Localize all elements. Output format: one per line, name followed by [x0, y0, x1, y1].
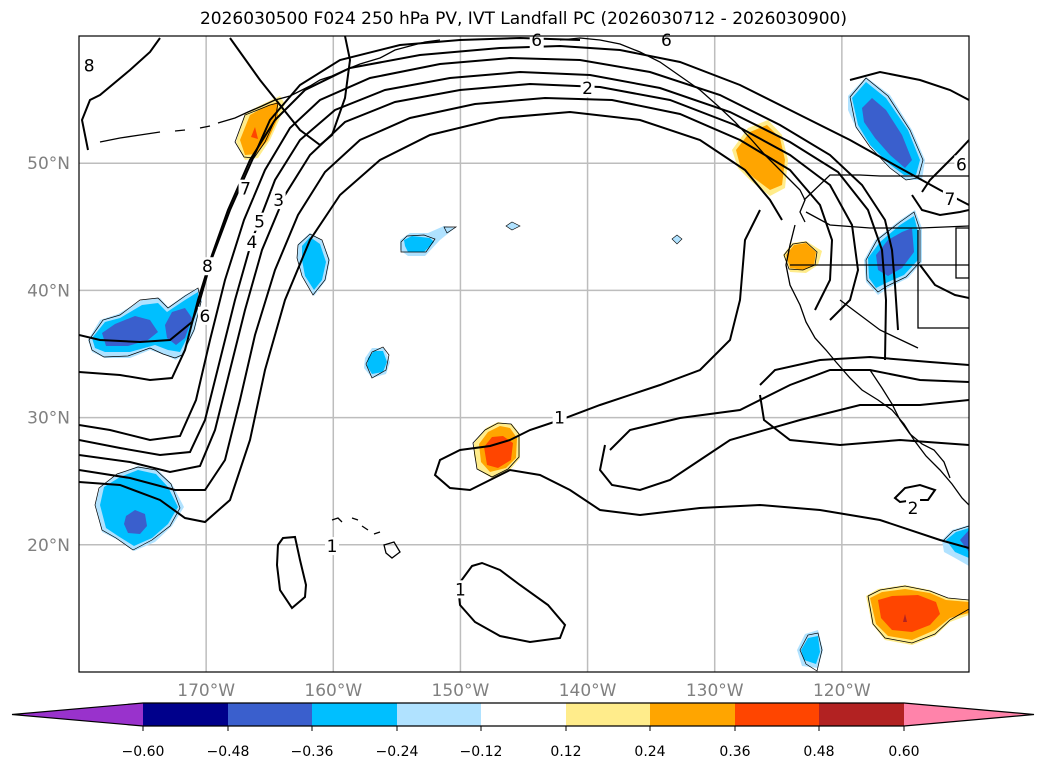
- lat-tick-label: 30°N: [27, 409, 70, 429]
- lon-tick-label: 120°W: [813, 681, 871, 701]
- shade-southeast-positive: [866, 585, 969, 645]
- contour-label: 3: [273, 191, 284, 211]
- contour-label-bg: [954, 155, 969, 174]
- coastlines: [99, 37, 969, 559]
- colorbar-segment: [481, 703, 566, 726]
- colorbar-segment: [566, 703, 650, 726]
- contour-label-bg: [252, 212, 267, 231]
- gridlines: [79, 36, 969, 672]
- contour-label-bg: [942, 189, 957, 208]
- contour-label: 1: [554, 409, 565, 429]
- contour-label: 2: [582, 79, 593, 99]
- colorbar-tick-label: −0.48: [207, 744, 250, 760]
- contour-label: 2: [908, 499, 919, 519]
- contour-label: 7: [945, 190, 956, 210]
- lon-tick-label: 160°W: [304, 681, 362, 701]
- contour-label-bg: [906, 498, 921, 517]
- contour-label: 6: [199, 307, 210, 327]
- contour-label-bg: [238, 179, 253, 198]
- colorbar-tick-label: 0.60: [888, 744, 919, 760]
- contour-label: 6: [531, 31, 542, 51]
- colorbar-segment: [397, 703, 481, 726]
- contour-label-bg: [529, 30, 544, 49]
- shade-central-negative-3: [364, 346, 390, 379]
- shade-central-negative-2: [400, 226, 458, 256]
- contour-label: 6: [956, 155, 967, 175]
- lon-tick-label: 140°W: [559, 681, 617, 701]
- colorbar-segment: [735, 703, 819, 726]
- contour-label: 7: [240, 180, 251, 200]
- colorbar-tick-label: −0.60: [122, 744, 165, 760]
- contour-label-bg: [453, 580, 468, 599]
- contour-label-bg: [197, 306, 212, 325]
- contour-label: 4: [247, 233, 258, 253]
- shade-subtropical-positive: [472, 422, 520, 478]
- colorbar-segment: [143, 703, 228, 726]
- contour-label-bg: [659, 30, 674, 49]
- lon-tick-label: 150°W: [432, 681, 490, 701]
- lon-tick-label: 130°W: [686, 681, 744, 701]
- colorbar-segment: [228, 703, 312, 726]
- colorbar-tick-label: 0.48: [803, 744, 834, 760]
- contour-label: 5: [254, 213, 265, 233]
- contour-label-bg: [271, 191, 286, 210]
- contour-label-bg: [200, 257, 215, 276]
- contour-label: 8: [84, 56, 95, 76]
- colorbar-extend-min: [12, 703, 143, 726]
- contour-label-bg: [82, 56, 97, 75]
- lon-labels: 170°W 160°W 150°W 140°W 130°W 120°W: [177, 681, 871, 701]
- shade-central-negative-1: [296, 233, 330, 296]
- colorbar: −0.60 −0.48 −0.36 −0.24 −0.12 0.12 0.24 0.36 0.4…: [11, 702, 1035, 760]
- colorbar-tick-label: −0.12: [460, 744, 503, 760]
- colorbar-tick-label: 0.12: [550, 744, 581, 760]
- contour-label-bg: [325, 537, 340, 556]
- contour-label: 1: [455, 580, 466, 600]
- colorbar-tick-label: 0.24: [634, 744, 665, 760]
- shade-pnw-coast-positive: [732, 120, 788, 196]
- lat-labels: 50°N 40°N 30°N 20°N: [27, 154, 70, 556]
- shade-interior-bc-negative: [848, 77, 925, 181]
- shade-south-negative: [797, 630, 823, 672]
- contour-label: 1: [327, 537, 338, 557]
- pv-contours: [79, 36, 969, 644]
- shade-west-negative-north: [88, 287, 202, 360]
- pv-shading: [88, 77, 969, 672]
- shade-small-negatives: [505, 221, 683, 245]
- colorbar-segment: [312, 703, 397, 726]
- colorbar-tick-label: −0.36: [291, 744, 334, 760]
- colorbar-tick-label: 0.36: [719, 744, 750, 760]
- lat-tick-label: 40°N: [27, 281, 70, 301]
- contour-label: 8: [202, 257, 213, 277]
- shade-california-positive: [783, 241, 822, 273]
- lon-tick-label: 170°W: [177, 681, 235, 701]
- chart-title: 2026030500 F024 250 hPa PV, IVT Landfall…: [199, 9, 847, 29]
- colorbar-tick-label: −0.24: [376, 744, 419, 760]
- contour-label-bg: [244, 233, 259, 252]
- colorbar-extend-max: [904, 703, 1034, 726]
- lat-tick-label: 50°N: [27, 154, 70, 174]
- colorbar-segment: [650, 703, 735, 726]
- shade-mexico-negative: [942, 525, 969, 566]
- contour-label-bg: [552, 408, 567, 427]
- lat-tick-label: 20°N: [27, 536, 70, 556]
- contour-label-bg: [580, 79, 595, 98]
- colorbar-segment: [819, 703, 904, 726]
- contour-label: 6: [661, 31, 672, 51]
- map-frame: [78, 35, 970, 673]
